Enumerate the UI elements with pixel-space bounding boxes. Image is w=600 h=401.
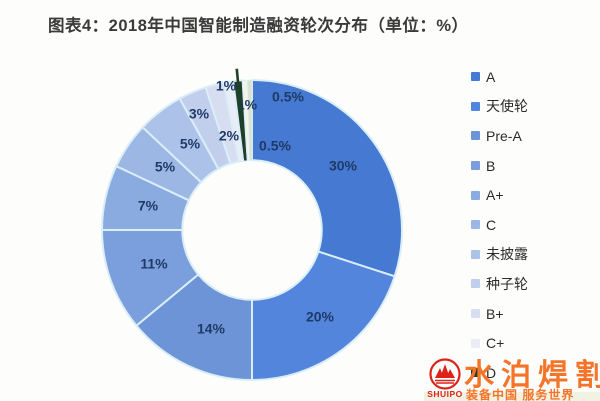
donut-chart: 30% 20% 14% 11% 7% 5% 5% 3% 2% 1% 1% 0.5% 0.5%	[90, 60, 430, 400]
slice-leader-line	[235, 68, 247, 161]
legend-label: 未披露	[486, 246, 528, 263]
legend-item-D: D	[471, 358, 591, 388]
legend-item-A: A	[471, 62, 591, 92]
legend-item-未披露: 未披露	[471, 240, 591, 270]
slice-label: 5%	[155, 159, 176, 175]
shuipo-logo-icon	[429, 358, 461, 390]
legend-swatch-icon	[471, 220, 480, 230]
chart-title: 图表4：2018年中国智能制造融资轮次分布（单位：%）	[48, 17, 469, 35]
legend-swatch-icon	[471, 161, 480, 171]
chart-legend: A 天使轮 Pre-A B A+ C 未披露种子轮 B+ C+ D	[471, 62, 591, 388]
watermark-latin-text: SHUIPO	[427, 389, 463, 399]
pie-slice-天使轮	[251, 250, 396, 381]
legend-item-B: B	[471, 151, 591, 181]
slice-label: 0.5%	[272, 89, 304, 105]
watermark-tagline: 装备中国 服务世界	[466, 388, 575, 401]
legend-label: 种子轮	[486, 275, 528, 292]
legend-swatch-icon	[471, 249, 480, 259]
legend-label: Pre-A	[486, 127, 522, 144]
legend-item-Pre-A: Pre-A	[471, 121, 591, 151]
legend-swatch-icon	[471, 131, 480, 141]
legend-swatch-icon	[471, 101, 480, 111]
slice-label: 0.5%	[259, 138, 291, 154]
watermark-band	[424, 392, 600, 401]
legend-label: 天使轮	[486, 98, 528, 115]
legend-item-C: C	[471, 210, 591, 240]
legend-swatch-icon	[471, 309, 480, 319]
legend-swatch-icon	[471, 72, 480, 82]
pie-slice-unlabeled	[246, 79, 253, 161]
legend-swatch-icon	[471, 279, 480, 289]
pie-slice-A	[251, 79, 403, 278]
slice-label: 1%	[237, 97, 258, 113]
slice-label: 30%	[329, 158, 358, 174]
legend-label: A	[486, 68, 496, 85]
slice-label: 20%	[306, 309, 335, 325]
legend-item-B+: B+	[471, 299, 591, 329]
legend-label: C	[486, 216, 497, 233]
legend-item-A+: A+	[471, 180, 591, 210]
legend-swatch-icon	[471, 190, 480, 200]
legend-label: C+	[486, 335, 505, 352]
slice-label: 5%	[180, 136, 201, 152]
slice-label: 2%	[219, 128, 240, 144]
legend-label: B+	[486, 305, 504, 322]
legend-label: A+	[486, 187, 504, 204]
slice-label: 7%	[138, 198, 159, 214]
legend-item-C+: C+	[471, 328, 591, 358]
slice-label: 11%	[140, 256, 168, 272]
slice-label: 1%	[216, 78, 237, 94]
legend-label: D	[486, 364, 497, 381]
legend-swatch-icon	[471, 368, 480, 378]
slice-label: 14%	[197, 321, 226, 337]
slice-label: 3%	[189, 106, 210, 122]
legend-label: B	[486, 157, 496, 174]
legend-item-天使轮: 天使轮	[471, 92, 591, 122]
legend-item-种子轮: 种子轮	[471, 269, 591, 299]
legend-swatch-icon	[471, 338, 480, 348]
